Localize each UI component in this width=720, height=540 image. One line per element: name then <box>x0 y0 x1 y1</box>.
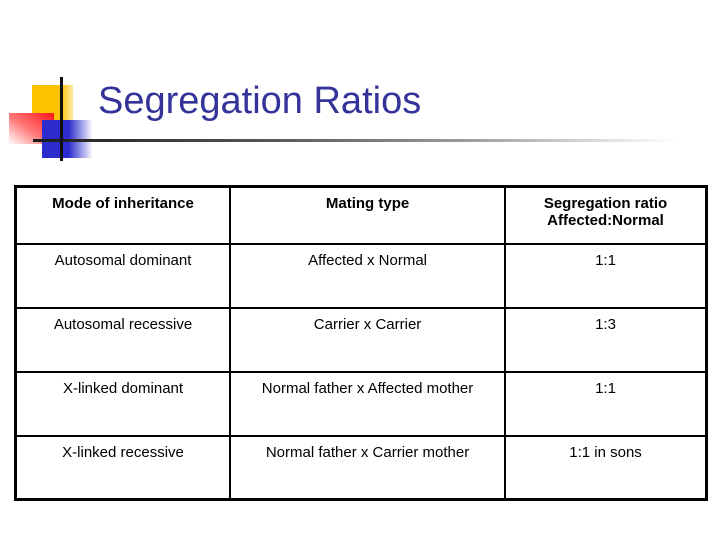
cell-mode: Autosomal dominant <box>14 242 232 309</box>
cell-mode: Autosomal recessive <box>14 306 232 373</box>
header-segregation-ratio-line2: Affected:Normal <box>547 212 664 229</box>
cell-mating-type: Normal father x Carrier mother <box>229 434 507 501</box>
header-segregation-ratio-line1: Segregation ratio <box>543 195 668 212</box>
header-mating-type: Mating type <box>229 185 507 245</box>
cell-mode: X-linked dominant <box>14 370 232 437</box>
segregation-ratios-table: Mode of inheritance Mating type Segregat… <box>14 185 708 501</box>
header-mode-of-inheritance: Mode of inheritance <box>14 185 232 245</box>
table-header-row: Mode of inheritance Mating type Segregat… <box>14 185 708 245</box>
cell-ratio: 1:3 <box>504 306 708 373</box>
slide-title: Segregation Ratios <box>98 80 422 122</box>
cell-mating-type: Affected x Normal <box>229 242 507 309</box>
table-row-x-linked-recessive: X-linked recessive Normal father x Carri… <box>14 434 708 501</box>
cell-ratio: 1:1 in sons <box>504 434 708 501</box>
cell-ratio: 1:1 <box>504 242 708 309</box>
table-row-autosomal-recessive: Autosomal recessive Carrier x Carrier 1:… <box>14 306 708 373</box>
cell-ratio: 1:1 <box>504 370 708 437</box>
table-row-autosomal-dominant: Autosomal dominant Affected x Normal 1:1 <box>14 242 708 309</box>
header-segregation-ratio: Segregation ratio Affected:Normal <box>504 185 708 245</box>
title-underline-rule <box>33 139 690 142</box>
cell-mating-type: Carrier x Carrier <box>229 306 507 373</box>
vertical-line-decoration <box>60 77 63 161</box>
cell-mode: X-linked recessive <box>14 434 232 501</box>
cell-mating-type: Normal father x Affected mother <box>229 370 507 437</box>
table-row-x-linked-dominant: X-linked dominant Normal father x Affect… <box>14 370 708 437</box>
